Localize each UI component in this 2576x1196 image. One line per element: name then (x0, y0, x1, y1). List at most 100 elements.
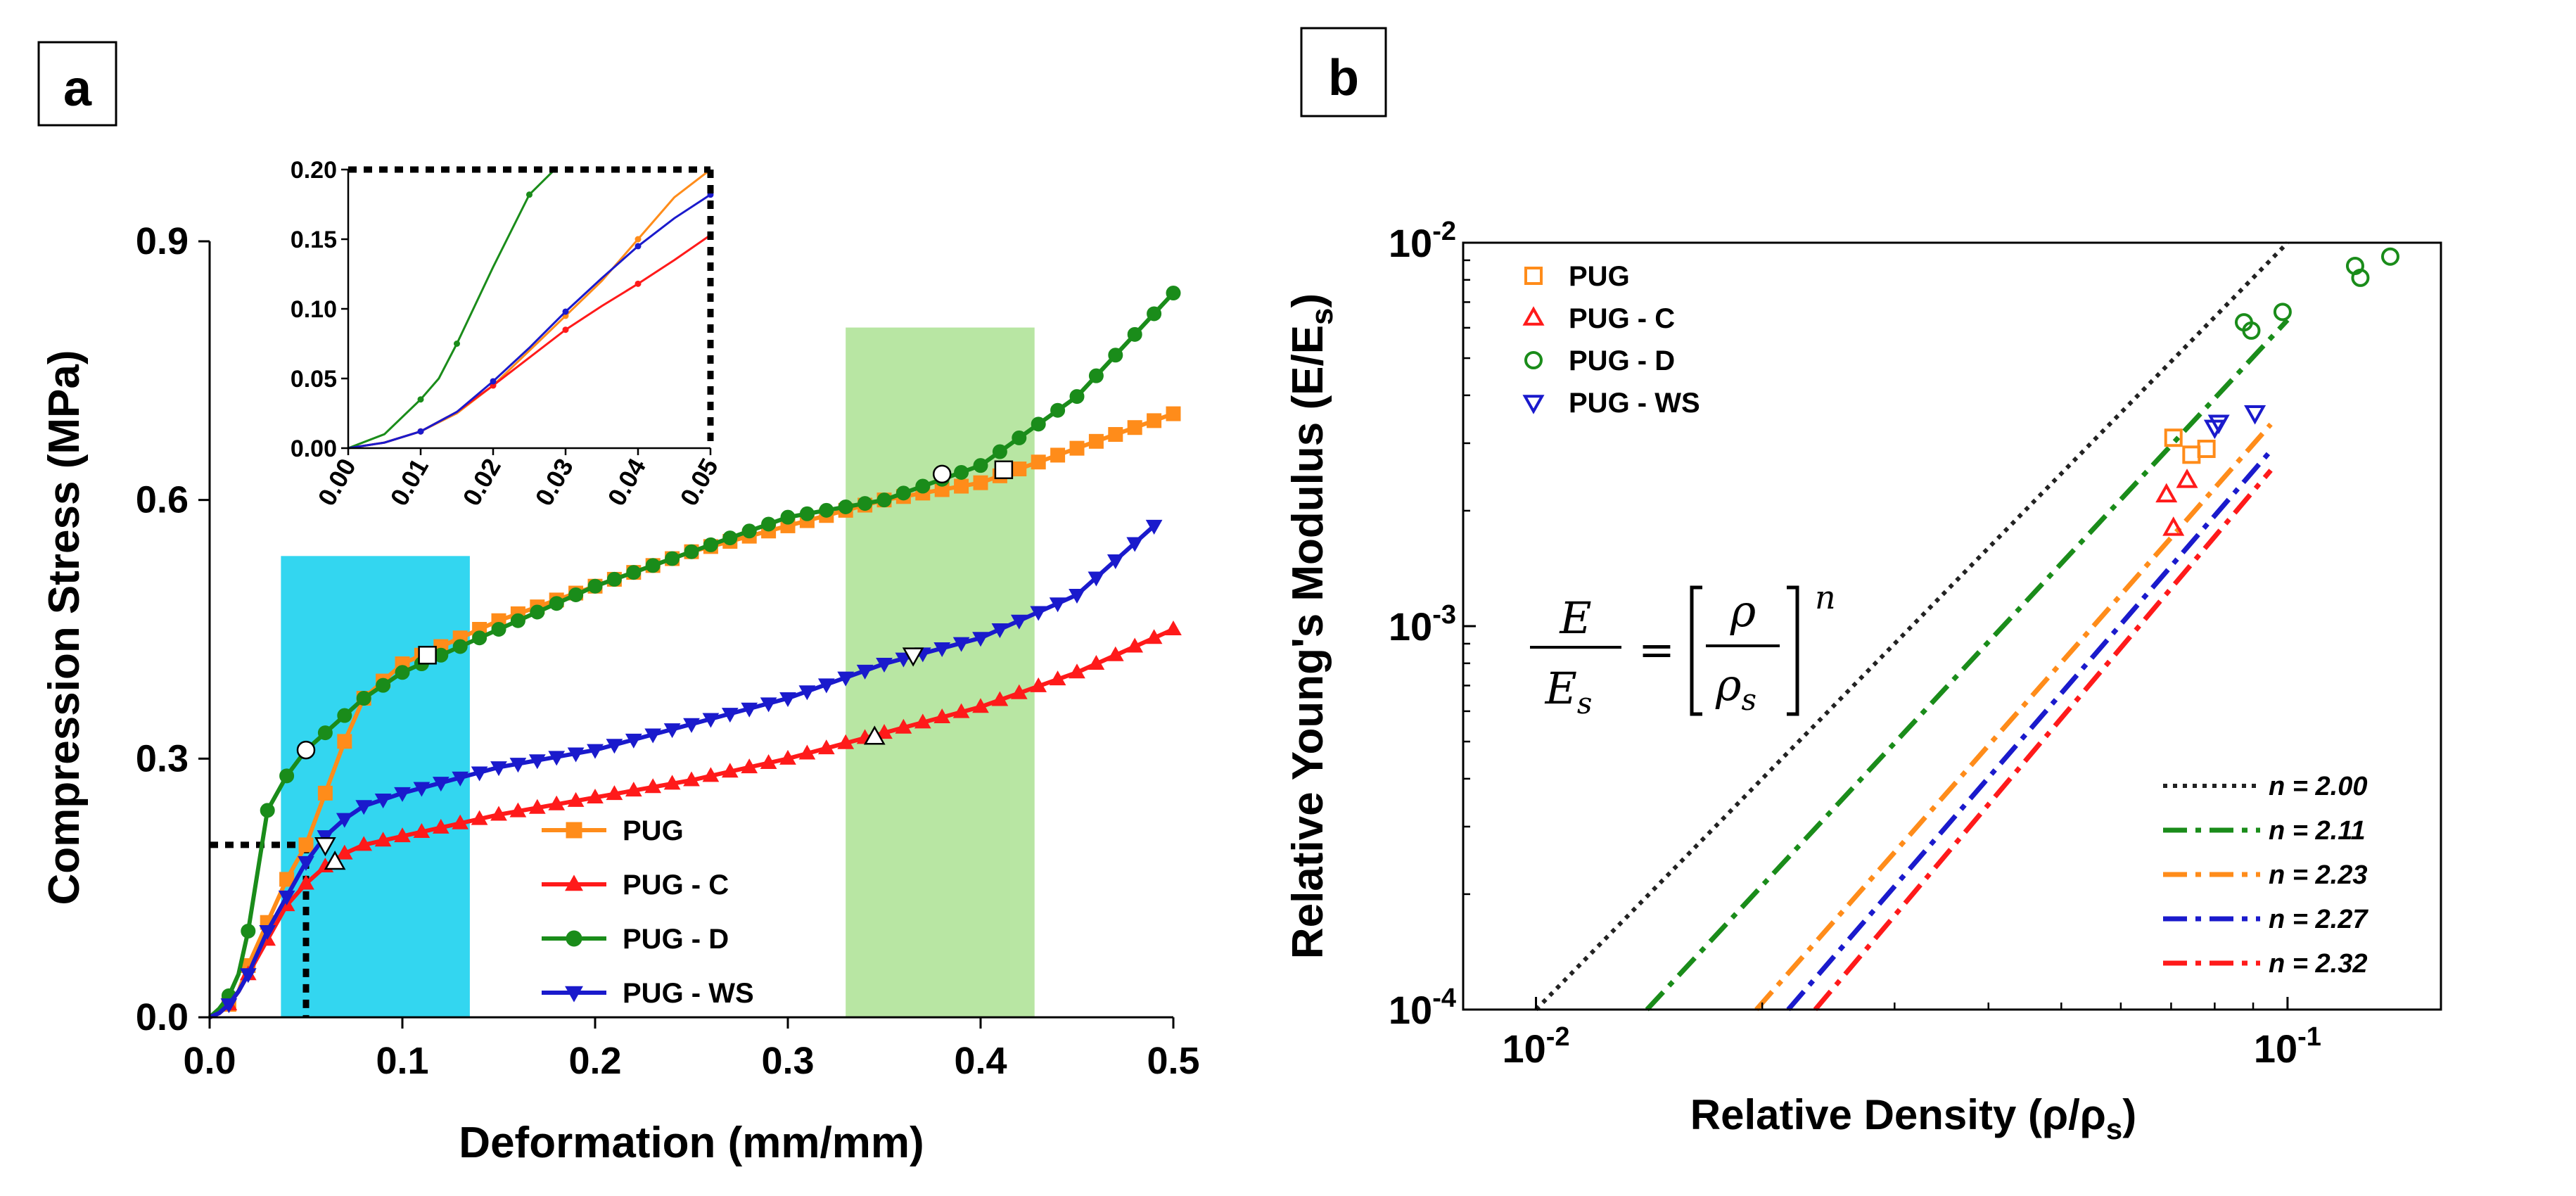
b-y-tick-label: 10-2 (1389, 217, 1456, 265)
data-point-pug-c (587, 788, 604, 803)
data-point-pug-ws (220, 998, 238, 1014)
inset-x-tick-label: 0.02 (457, 454, 506, 511)
data-point-pug-d (241, 923, 256, 939)
data-point-pug-d (1012, 430, 1027, 445)
panel-b-x-label: Relative Density (ρ/ρs) (1690, 1091, 2136, 1145)
data-point-pug-c (991, 691, 1009, 706)
data-point-pug-d (684, 544, 699, 559)
data-point-pug-ws (278, 890, 295, 905)
legend-label-pug-d: PUG - D (623, 924, 729, 955)
data-point-pug (337, 734, 352, 749)
scatter-point-pug-d (2242, 321, 2261, 340)
scatter-point-pug-c (2155, 483, 2178, 503)
data-point-pug-c (374, 832, 392, 847)
data-point-pug-ws (394, 787, 411, 802)
x-tick-label: 0.2 (568, 1040, 621, 1082)
data-point-pug-c (779, 749, 796, 765)
data-point-pug-d (452, 639, 468, 654)
data-point-pug-d (568, 587, 584, 602)
data-point-pug-c (355, 836, 373, 851)
data-point-pug-c (606, 785, 623, 801)
data-point-pug-d (1088, 368, 1104, 383)
data-point-pug-d (954, 464, 969, 480)
b-x-tick-label: 10-2 (1502, 1022, 1569, 1071)
data-point-pug-c (663, 775, 681, 790)
equation-right-bracket (1787, 585, 1799, 716)
data-point-pug-ws (1088, 571, 1105, 587)
data-point-pug-d (761, 516, 777, 532)
data-point-pug-c (1165, 620, 1182, 635)
panel-a-legend: PUG PUG - C PUG - D PUG - WS (542, 815, 754, 1009)
data-point-pug (1108, 427, 1123, 443)
data-point-pug-ws (606, 739, 623, 754)
marker-legend-label-pug-d: PUG - D (1569, 345, 1675, 376)
data-point-pug-ws (933, 642, 951, 657)
data-point-pug-ws (856, 664, 874, 680)
data-point-pug-ws (1069, 588, 1085, 604)
inset-point-pug-d (526, 191, 533, 198)
panel-a-label-box (37, 41, 117, 127)
marker-legend-symbol-pug (1524, 267, 1543, 285)
data-point-pug-ws (1049, 597, 1066, 613)
scatter-point-pug-d (2273, 303, 2292, 322)
data-point-pug-ws (644, 728, 662, 744)
data-point-pug-c (1126, 637, 1144, 653)
data-point-pug-d (992, 444, 1007, 459)
data-point-pug-ws (413, 782, 431, 797)
data-point-pug-d (376, 677, 391, 693)
data-point-pug-c (760, 753, 777, 769)
data-point-pug-d (356, 691, 371, 706)
data-point-pug-c (721, 763, 739, 778)
data-point-pug-c (1030, 677, 1047, 692)
data-point-pug-c (625, 782, 642, 797)
inset-line-pug-d (347, 168, 556, 450)
data-point-pug-c (644, 778, 662, 794)
data-point-pug-c (452, 814, 469, 829)
data-point-pug-c (528, 799, 546, 814)
data-point-pug-d (606, 571, 622, 587)
inset-x-tick-label: 0.03 (529, 454, 579, 511)
data-point-pug-ws (741, 702, 758, 718)
inset-y-tick-label: 0.00 (291, 435, 337, 462)
inset-point-pug-ws (490, 378, 497, 385)
data-point-pug-d (703, 537, 718, 552)
data-point-pug (1031, 454, 1046, 470)
marker-legend-label-pug-c: PUG - C (1569, 303, 1675, 334)
data-point-pug-c (702, 767, 720, 782)
data-point-pug-ws (1030, 606, 1047, 621)
data-point-pug-d (1147, 306, 1162, 322)
data-point-pug-ws (471, 766, 488, 782)
data-point-pug-c (933, 708, 951, 724)
data-point-pug-d (510, 613, 525, 628)
panel-a-y-label: Compression Stress (MPa) (40, 350, 89, 905)
y-tick-label: 0.9 (136, 220, 189, 262)
open-marker-pug-d (932, 464, 952, 484)
marker-legend-symbol-pug-d (1524, 351, 1543, 369)
data-point-pug-ws (1126, 537, 1144, 552)
data-point-pug-ws (952, 637, 970, 652)
data-point-pug-ws (972, 632, 989, 647)
scatter-point-pug-ws (2207, 414, 2230, 435)
data-point-pug-d (530, 604, 545, 620)
data-point-pug-c (798, 744, 816, 760)
data-point-pug-c (567, 791, 585, 807)
fit-legend-label-n-2-11: n = 2.11 (2269, 816, 2366, 846)
y-tick-label: 0.0 (136, 996, 189, 1038)
data-point-pug-d (626, 565, 642, 580)
inset-point-pug (635, 236, 642, 243)
x-tick-label: 0.0 (183, 1040, 236, 1082)
inset-point-pug-d (417, 396, 424, 403)
equation-equals: = (1638, 624, 1675, 675)
equation-rhs-denominator: ρs (1715, 659, 1756, 717)
data-point-pug-c (336, 844, 353, 860)
data-point-pug-ws (528, 754, 546, 770)
fit-line-n-2-00 (1534, 241, 2290, 1012)
data-point-pug-c (490, 806, 507, 821)
data-point-pug-d (1031, 416, 1046, 432)
x-tick-label: 0.1 (376, 1040, 428, 1082)
data-point-pug-c (817, 739, 835, 755)
panel-b: b 10-2 10-1 10-2 10-3 10-4 Relative Density… (1284, 27, 2442, 1145)
data-point-pug (1166, 406, 1181, 421)
data-point-pug-ws (548, 751, 566, 766)
